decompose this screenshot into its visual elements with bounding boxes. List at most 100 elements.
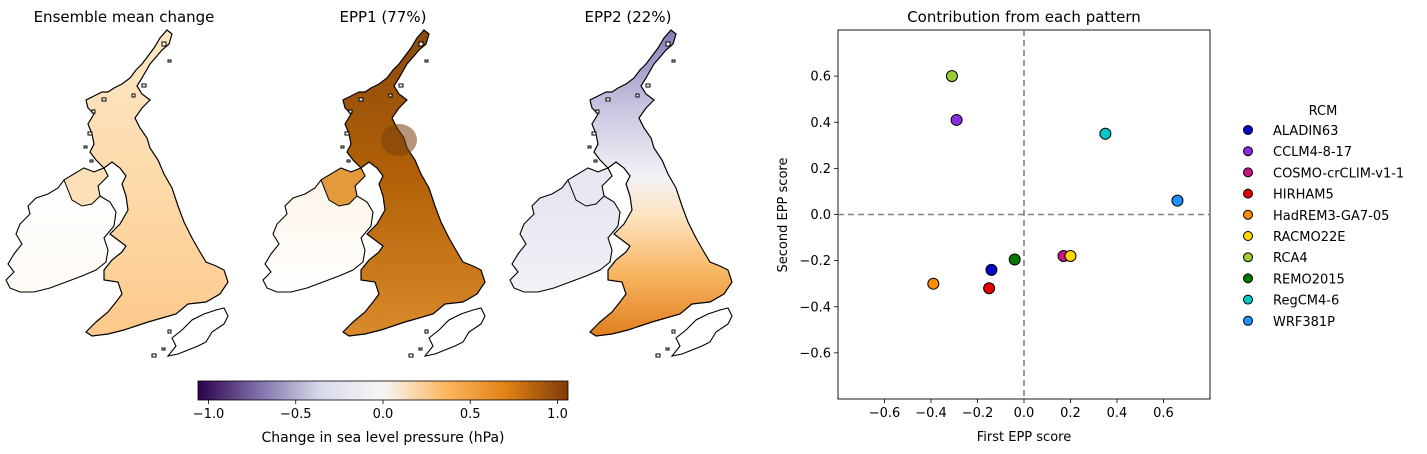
data-points [927,70,1184,295]
map-epp2 [509,29,733,358]
point-rca4 [945,70,958,83]
legend-marker [1243,209,1253,220]
x-tick-label: −0.6 [869,406,901,421]
island-9 [671,329,676,334]
x-tick-label: −0.2 [962,406,994,421]
island-11 [665,347,670,351]
legend-marker [1243,167,1253,178]
legend: RCM ALADIN63 CCLM4-8-17 COSMO-crCLIM-v1-1 H… [1243,104,1404,330]
island-7 [83,145,88,149]
scatter-plot: Contribution from each pattern −0.6 −0.4−… [776,8,1211,445]
island-5 [91,109,96,114]
legend-marker [1243,125,1253,135]
island-7 [587,145,592,149]
island-8 [593,159,598,163]
point-wrf381p [1171,194,1184,207]
legend-item: RACMO22E [1243,230,1345,245]
y-tick-label: −0.4 [799,300,831,315]
legend-item: ALADIN63 [1243,124,1338,139]
legend-marker [1243,188,1253,199]
x-axis-ticks: −0.6 −0.4 −0.2 0.0 0.2 0.4 0.6 [869,399,1174,421]
legend-item: RegCM4-6 [1243,294,1339,309]
island-4 [605,97,611,102]
x-axis-label: First EPP score [977,430,1071,445]
island-5 [348,109,353,114]
coastline-france [670,307,733,357]
legend-marker [1243,315,1253,326]
island-10 [151,353,157,358]
legend-items: ALADIN63 CCLM4-8-17 COSMO-crCLIM-v1-1 HIRHA… [1243,124,1404,330]
colorbar-tick-label: −0.5 [280,407,312,422]
island-0 [418,41,424,47]
x-tick-label: −0.4 [915,406,947,421]
y-tick-label: 0.0 [810,208,831,223]
point-regcm4-6 [1099,127,1112,140]
chart-title: Contribution from each pattern [907,8,1141,26]
island-9 [167,329,172,334]
legend-label: ALADIN63 [1273,124,1338,139]
x-tick-label: 0.2 [1060,406,1081,421]
legend-item: REMO2015 [1243,272,1345,287]
legend-label: RACMO22E [1273,230,1345,245]
island-3 [388,93,393,98]
colorbar-tick-label: 1.0 [547,407,568,422]
x-tick-label: 0.0 [1014,406,1035,421]
island-2 [141,83,147,88]
shade-scotland [381,124,417,156]
legend-label: COSMO-crCLIM-v1-1 [1273,166,1404,181]
point-racmo22e [1064,250,1077,263]
legend-item: HadREM3-GA7-05 [1243,209,1389,224]
island-11 [161,347,166,351]
legend-label: HIRHAM5 [1273,188,1334,203]
landmass-great-britain [85,29,229,337]
island-3 [635,93,640,98]
y-axis-label: Second EPP score [776,158,791,273]
coastline-france [423,307,486,357]
map-title-2: EPP2 (22%) [585,8,672,26]
y-tick-label: −0.6 [799,346,831,361]
map-title-0: Ensemble mean change [34,8,215,26]
map-title-1: EPP1 (77%) [340,8,427,26]
colorbar-tick-label: 0.5 [460,407,481,422]
colorbar: −1.0 −0.5 0.0 0.5 1.0 Change in sea level pr… [193,380,569,446]
island-0 [161,41,167,47]
legend-item: HIRHAM5 [1243,188,1334,203]
y-tick-label: −0.2 [799,254,831,269]
landmass-northern-ireland [567,167,613,207]
legend-item: COSMO-crCLIM-v1-1 [1243,166,1404,181]
point-hadrem3-ga7-05 [927,277,940,290]
colorbar-label: Change in sea level pressure (hPa) [261,430,504,446]
colorbar-tick-label: 0.0 [373,407,394,422]
island-10 [408,353,414,358]
island-1 [671,59,676,63]
map-panels: Ensemble mean change EPP1 (77%) EPP2 (22… [5,8,733,358]
reference-lines [838,30,1210,399]
island-4 [101,97,107,102]
island-0 [665,41,671,47]
island-6 [344,131,350,136]
landmass-ireland [5,167,117,293]
landmass-northern-ireland [320,167,366,207]
legend-label: REMO2015 [1273,272,1345,287]
legend-marker [1243,146,1253,157]
legend-item: CCLM4-8-17 [1243,145,1352,160]
legend-marker [1243,294,1253,305]
landmass-great-britain [342,29,486,337]
point-remo2015 [1008,253,1021,266]
x-tick-label: 0.4 [1107,406,1128,421]
island-4 [358,97,364,102]
island-11 [418,347,423,351]
landmass-northern-ireland [63,167,109,207]
map-epp1 [262,29,486,358]
legend-label: RegCM4-6 [1273,294,1339,309]
island-2 [398,83,404,88]
landmass-ireland [262,167,374,293]
island-3 [131,93,136,98]
island-9 [424,329,429,334]
island-1 [167,59,172,63]
legend-label: WRF381P [1273,315,1335,330]
y-axis-ticks: −0.6 −0.4 −0.2 0.0 0.2 0.4 0.6 [799,70,838,361]
legend-item: RCA4 [1243,251,1308,266]
island-6 [87,131,93,136]
